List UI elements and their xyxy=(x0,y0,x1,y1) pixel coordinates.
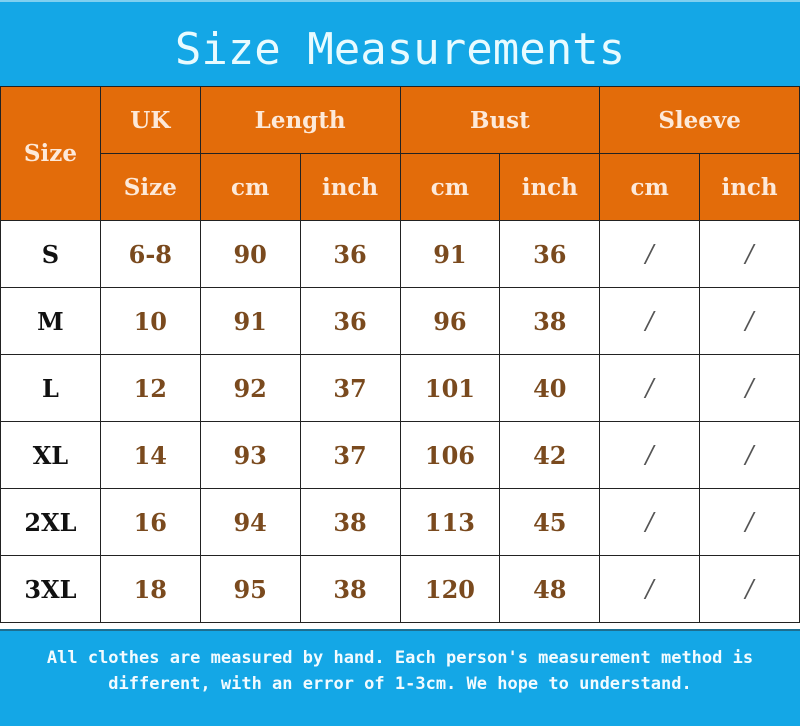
cell-size: L xyxy=(0,354,101,422)
cell-size: 2XL xyxy=(0,488,101,556)
cell-uk: 16 xyxy=(99,488,201,556)
header-sleeve: Sleeve xyxy=(599,86,800,154)
cell-length-in: 38 xyxy=(299,555,401,623)
cell-sleeve-in: / xyxy=(699,488,800,556)
cell-sleeve-in: / xyxy=(699,421,800,489)
cell-length-cm: 93 xyxy=(199,421,301,489)
cell-bust-cm: 101 xyxy=(399,354,501,422)
cell-bust-in: 40 xyxy=(499,354,601,422)
cell-sleeve-cm: / xyxy=(599,220,701,288)
cell-sleeve-in: / xyxy=(699,220,800,288)
table-row: 3XL 18 95 38 120 48// xyxy=(0,555,800,623)
cell-sleeve-cm: / xyxy=(599,488,701,556)
footer-note: All clothes are measured by hand. Each p… xyxy=(0,629,800,726)
cell-sleeve-cm: / xyxy=(599,354,701,422)
table-row: M 10 91 36 96 38// xyxy=(0,287,800,355)
cell-length-in: 38 xyxy=(299,488,401,556)
header-uk-size: Size xyxy=(99,153,201,221)
header-sleeve-inch: inch xyxy=(699,153,800,221)
cell-sleeve-in: / xyxy=(699,555,800,623)
cell-length-cm: 90 xyxy=(199,220,301,288)
cell-bust-in: 42 xyxy=(499,421,601,489)
header-bust-cm: cm xyxy=(399,153,501,221)
cell-uk: 12 xyxy=(99,354,201,422)
cell-bust-in: 48 xyxy=(499,555,601,623)
table-row: S 6-8 90 36 91 36// xyxy=(0,220,800,288)
cell-sleeve-cm: / xyxy=(599,421,701,489)
cell-bust-cm: 120 xyxy=(399,555,501,623)
cell-sleeve-cm: / xyxy=(599,555,701,623)
cell-uk: 18 xyxy=(99,555,201,623)
subheader-row: Size cm inch cm inch cm inch xyxy=(1,153,800,221)
table-row: XL 14 93 37 106 42// xyxy=(0,421,800,489)
cell-length-in: 36 xyxy=(299,287,401,355)
table-row: 2XL 16 94 38 113 45// xyxy=(0,488,800,556)
cell-length-cm: 94 xyxy=(199,488,301,556)
cell-sleeve-in: / xyxy=(699,287,800,355)
cell-size: S xyxy=(0,220,101,288)
cell-bust-cm: 91 xyxy=(399,220,501,288)
header-length: Length xyxy=(199,86,401,154)
cell-bust-in: 45 xyxy=(499,488,601,556)
cell-bust-in: 38 xyxy=(499,287,601,355)
cell-length-in: 37 xyxy=(299,421,401,489)
cell-length-in: 37 xyxy=(299,354,401,422)
cell-sleeve-cm: / xyxy=(599,287,701,355)
header-size: Size xyxy=(0,86,101,221)
cell-bust-cm: 106 xyxy=(399,421,501,489)
header-bust: Bust xyxy=(399,86,601,154)
cell-size: M xyxy=(0,287,101,355)
cell-bust-cm: 96 xyxy=(399,287,501,355)
header-bust-inch: inch xyxy=(499,153,601,221)
cell-length-cm: 91 xyxy=(199,287,301,355)
size-table: Size UK Length Bust Sleeve Size cm inch … xyxy=(0,86,800,623)
header-length-inch: inch xyxy=(299,153,401,221)
cell-size: 3XL xyxy=(0,555,101,623)
header-length-cm: cm xyxy=(199,153,301,221)
header-uk: UK xyxy=(99,86,201,154)
cell-length-in: 36 xyxy=(299,220,401,288)
cell-length-cm: 95 xyxy=(199,555,301,623)
table-row: L 12 92 37 101 40// xyxy=(0,354,800,422)
cell-uk: 14 xyxy=(99,421,201,489)
cell-bust-in: 36 xyxy=(499,220,601,288)
cell-uk: 10 xyxy=(99,287,201,355)
cell-length-cm: 92 xyxy=(199,354,301,422)
cell-sleeve-in: / xyxy=(699,354,800,422)
header-row: Size UK Length Bust Sleeve xyxy=(0,86,800,221)
cell-bust-cm: 113 xyxy=(399,488,501,556)
cell-size: XL xyxy=(0,421,101,489)
header-sleeve-cm: cm xyxy=(599,153,701,221)
cell-uk: 6-8 xyxy=(99,220,201,288)
chart-title: Size Measurements xyxy=(0,0,800,86)
